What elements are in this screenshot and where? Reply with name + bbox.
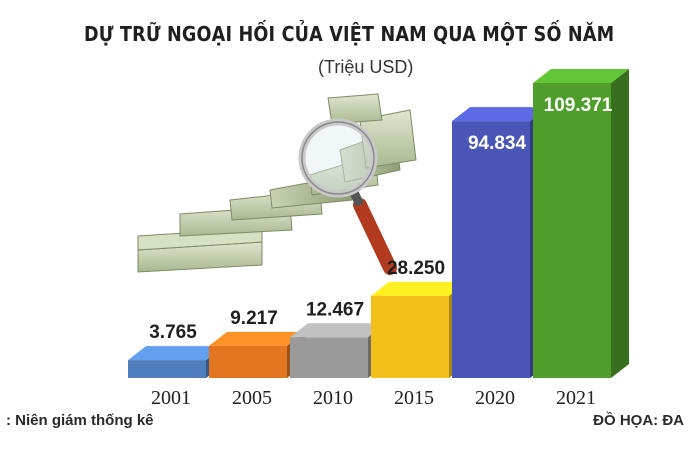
bar-front bbox=[290, 337, 368, 378]
chart-title: DỰ TRỮ NGOẠI HỐI CỦA VIỆT NAM QUA MỘT SỐ… bbox=[83, 22, 615, 46]
bar-front bbox=[452, 121, 530, 378]
x-label-2020: 2020 bbox=[475, 387, 515, 409]
bar-top bbox=[290, 323, 386, 338]
bar-top bbox=[452, 107, 548, 122]
bar-front bbox=[128, 360, 206, 378]
value-label-2020: 94.834 bbox=[468, 133, 527, 154]
x-label-2015: 2015 bbox=[394, 387, 434, 409]
chart-unit-label: (Triệu USD) bbox=[318, 57, 414, 77]
value-label-2001: 3.765 bbox=[149, 322, 197, 343]
magnifier-icon bbox=[298, 118, 397, 275]
bar-top bbox=[209, 331, 305, 346]
value-label-2005: 9.217 bbox=[230, 308, 278, 329]
bar-2021 bbox=[533, 69, 629, 378]
graphic-credit: ĐỒ HỌA: ĐA bbox=[593, 412, 684, 429]
value-label-2015: 28.250 bbox=[387, 258, 445, 279]
bar-front bbox=[533, 83, 611, 378]
bar-side bbox=[611, 69, 629, 378]
value-labels: 3.765 9.217 12.467 28.250 94.834 109.371 bbox=[149, 95, 613, 343]
x-axis-labels: 2001 2005 2010 2015 2020 2021 bbox=[151, 387, 596, 409]
bar-front bbox=[371, 295, 449, 378]
x-label-2005: 2005 bbox=[232, 387, 272, 409]
value-label-2021: 109.371 bbox=[544, 95, 613, 116]
bar-top bbox=[533, 69, 629, 83]
bar-front bbox=[209, 345, 287, 378]
source-note: : Niên giám thống kê bbox=[6, 412, 154, 429]
bar-top bbox=[371, 281, 467, 296]
x-label-2021: 2021 bbox=[556, 387, 596, 409]
x-label-2010: 2010 bbox=[313, 387, 353, 409]
value-label-2010: 12.467 bbox=[306, 299, 364, 320]
bar-top bbox=[128, 346, 224, 361]
bar-series bbox=[128, 69, 629, 378]
x-label-2001: 2001 bbox=[151, 387, 191, 409]
